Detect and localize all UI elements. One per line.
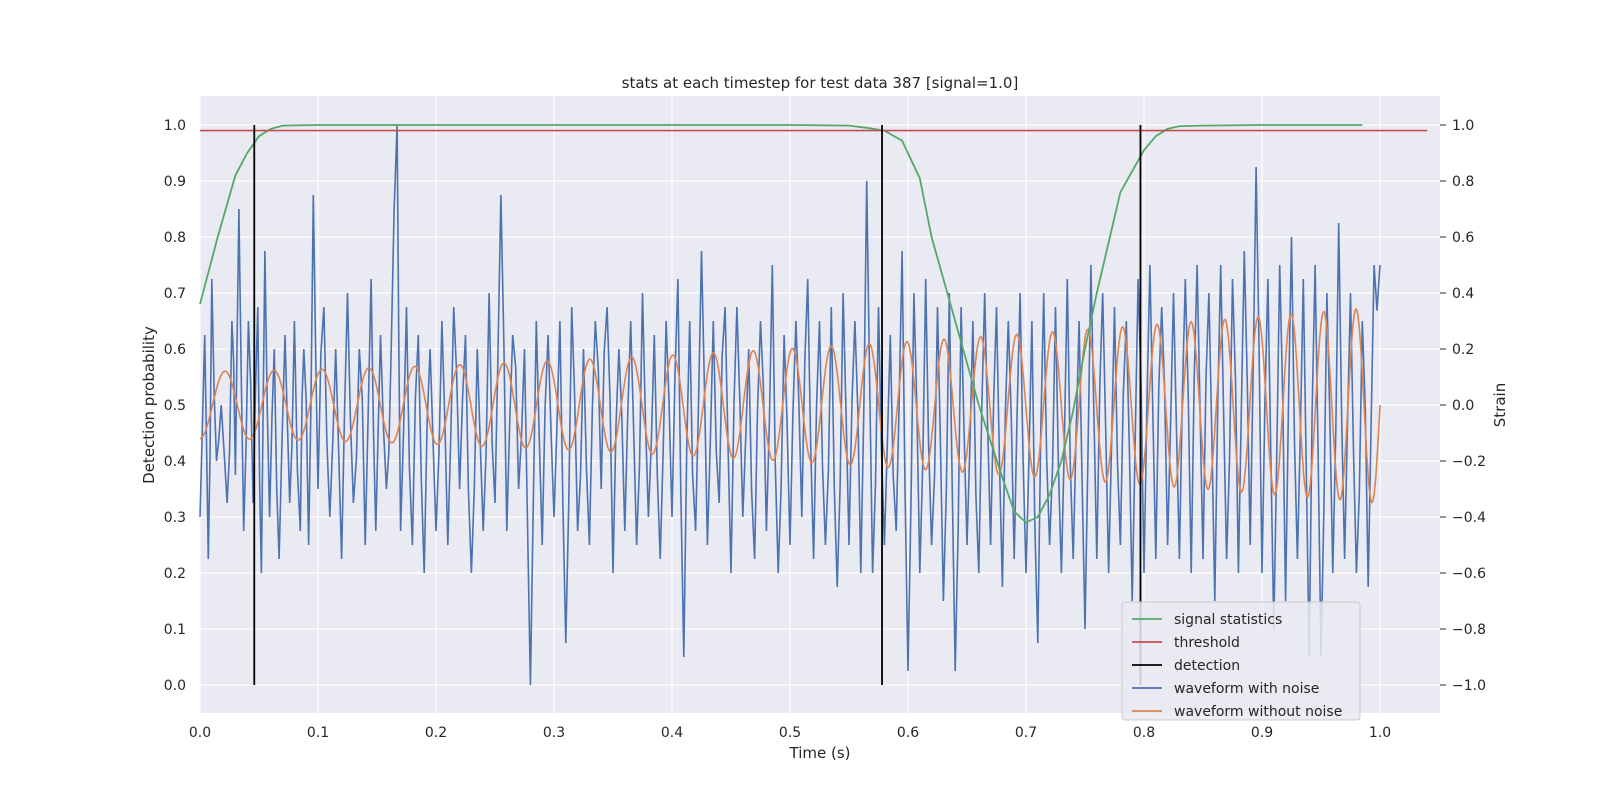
y-axis-label: Detection probability <box>140 326 158 484</box>
y-tick-label: 1.0 <box>164 118 186 134</box>
x-tick-label: 0.2 <box>425 725 447 741</box>
y2-tick-label: −0.8 <box>1452 622 1486 638</box>
legend-frame <box>1121 601 1361 721</box>
legend-label: threshold <box>1174 635 1240 651</box>
y-tick-label: 0.9 <box>164 174 186 190</box>
signal-statistics-line <box>199 124 1363 524</box>
x-tick-label: 0.8 <box>1133 725 1155 741</box>
y2-tick-label: −0.2 <box>1452 454 1486 470</box>
y2-tick-label: −0.6 <box>1452 566 1486 582</box>
legend: signal statistics threshold detection wavef… <box>1121 601 1361 721</box>
x-tick-label: 0.7 <box>1015 725 1037 741</box>
y2-tick-label: 0.4 <box>1452 286 1474 302</box>
x-axis-ticks: 0.0 0.1 0.2 0.3 0.4 0.5 0.6 0.7 0.8 0.9 1.0 <box>189 725 1391 741</box>
y2-tick-label: 1.0 <box>1452 118 1474 134</box>
y-tick-label: 0.3 <box>164 510 186 526</box>
y-tick-label: 0.6 <box>164 342 186 358</box>
y2-axis-label: Strain <box>1491 383 1509 427</box>
x-tick-label: 0.9 <box>1251 725 1273 741</box>
y2-tick-label: 0.2 <box>1452 342 1474 358</box>
legend-label: detection <box>1174 658 1240 674</box>
x-tick-label: 0.5 <box>779 725 801 741</box>
plot-series <box>199 124 1428 686</box>
waveform-with-noise-line <box>199 124 1381 686</box>
y2-tick-label: 0.0 <box>1452 398 1474 414</box>
y2-axis-ticks: −1.0 −0.8 −0.6 −0.4 −0.2 0.0 0.2 0.4 0.6 0.8 1.0 <box>1440 118 1486 694</box>
legend-label: waveform without noise <box>1174 704 1342 720</box>
x-tick-label: 0.0 <box>189 725 211 741</box>
y2-tick-label: −0.4 <box>1452 510 1486 526</box>
y-axis-ticks: 0.0 0.1 0.2 0.3 0.4 0.5 0.6 0.7 0.8 0.9 1.0 <box>164 118 186 694</box>
y2-tick-label: 0.6 <box>1452 230 1474 246</box>
x-tick-label: 0.4 <box>661 725 683 741</box>
y-tick-label: 0.4 <box>164 454 186 470</box>
y-tick-label: 0.1 <box>164 622 186 638</box>
chart-title: stats at each timestep for test data 387… <box>622 74 1019 92</box>
y-tick-label: 0.5 <box>164 398 186 414</box>
x-axis-label: Time (s) <box>789 744 851 762</box>
x-tick-label: 0.3 <box>543 725 565 741</box>
x-tick-label: 1.0 <box>1369 725 1391 741</box>
y2-tick-label: −1.0 <box>1452 678 1486 694</box>
legend-label: signal statistics <box>1174 612 1282 628</box>
y-tick-label: 0.7 <box>164 286 186 302</box>
y2-tick-label: 0.8 <box>1452 174 1474 190</box>
x-tick-label: 0.1 <box>307 725 329 741</box>
y-tick-label: 0.0 <box>164 678 186 694</box>
x-tick-label: 0.6 <box>897 725 919 741</box>
y-tick-label: 0.2 <box>164 566 186 582</box>
waveform-without-noise-line <box>199 308 1381 504</box>
legend-label: waveform with noise <box>1174 681 1319 697</box>
y-tick-label: 0.8 <box>164 230 186 246</box>
